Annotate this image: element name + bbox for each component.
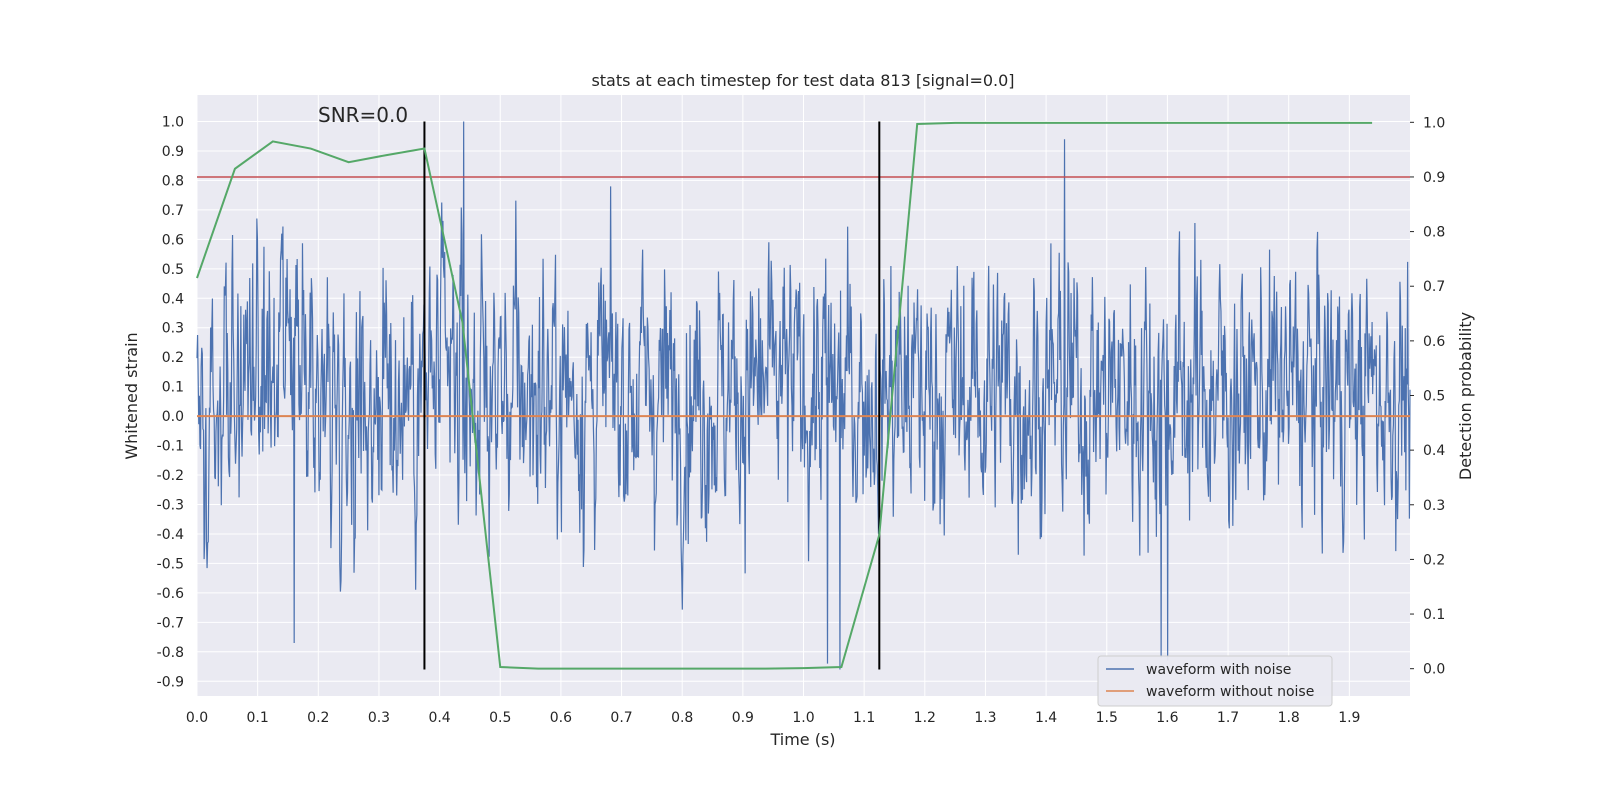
y-left-tick-label: -0.8 — [157, 645, 184, 661]
y-right-tick-label: 0.7 — [1423, 279, 1445, 295]
x-tick-label: 0.0 — [186, 710, 208, 726]
legend: waveform with noise waveform without noi… — [1097, 655, 1333, 707]
x-tick-label: 1.2 — [914, 710, 936, 726]
x-tick-label: 0.8 — [671, 710, 693, 726]
x-axis-label: Time (s) — [769, 730, 835, 749]
y-left-tick-label: -0.6 — [157, 586, 184, 602]
y-left-tick-label: -0.4 — [157, 527, 184, 543]
y-axis-left-label: Whitened strain — [122, 332, 141, 459]
y-left-tick-label: 0.6 — [162, 232, 184, 248]
y-left-tick-label: 0.9 — [162, 144, 184, 160]
y-left-tick-label: 0.1 — [162, 380, 184, 396]
y-left-tick-label: 0.7 — [162, 203, 184, 219]
y-left-tick-label: 1.0 — [162, 115, 184, 131]
x-tick-label: 0.7 — [610, 710, 632, 726]
x-axis-ticks: 0.0 0.1 0.2 0.3 0.4 0.5 0.6 0.7 0.8 0.9 1.0 1.1 1.2 1… — [186, 710, 1361, 726]
y-left-tick-label: -0.3 — [157, 498, 184, 514]
y-right-tick-label: 0.8 — [1423, 225, 1445, 241]
y-right-tick-label: 0.3 — [1423, 498, 1445, 514]
legend-label-noise: waveform with noise — [1146, 662, 1291, 678]
y-left-tick-label: 0.3 — [162, 321, 184, 337]
x-tick-label: 0.5 — [489, 710, 511, 726]
legend-label-clean: waveform without noise — [1146, 684, 1314, 700]
x-tick-label: 1.7 — [1217, 710, 1239, 726]
y-left-tick-label: -0.9 — [157, 674, 184, 690]
chart-title: stats at each timestep for test data 813… — [591, 71, 1014, 90]
series-waveform-with-noise — [196, 121, 1411, 670]
y-left-tick-label: -0.7 — [157, 615, 184, 631]
y-axis-left-ticks: 1.0 0.9 0.8 0.7 0.6 0.5 0.4 0.3 0.2 0.1 0.0 -0.1 -0.… — [157, 115, 184, 691]
x-tick-label: 0.9 — [732, 710, 754, 726]
y-right-tick-label: 0.4 — [1423, 443, 1445, 459]
y-left-tick-label: -0.2 — [157, 468, 184, 484]
y-axis-right-label: Detection probability — [1456, 312, 1475, 480]
y-right-tick-label: 1.0 — [1423, 115, 1445, 131]
y-right-tick-label: 0.2 — [1423, 552, 1445, 568]
x-tick-label: 0.1 — [247, 710, 269, 726]
x-tick-label: 0.3 — [368, 710, 390, 726]
x-tick-label: 1.8 — [1278, 710, 1300, 726]
grid — [196, 95, 1410, 696]
x-tick-label: 1.9 — [1338, 710, 1360, 726]
x-tick-label: 1.0 — [792, 710, 814, 726]
x-tick-label: 1.6 — [1156, 710, 1178, 726]
snr-annotation: SNR=0.0 — [318, 103, 408, 127]
x-tick-label: 1.1 — [853, 710, 875, 726]
y-right-tick-label: 0.6 — [1423, 334, 1445, 350]
legend-box — [1097, 655, 1333, 707]
y-right-tick-label: 0.1 — [1423, 607, 1445, 623]
x-tick-label: 0.6 — [550, 710, 572, 726]
y-right-tick-label: 0.5 — [1423, 389, 1445, 405]
y-right-tick-label: 0.0 — [1423, 662, 1445, 678]
x-tick-label: 0.2 — [307, 710, 329, 726]
y-left-tick-label: 0.5 — [162, 262, 184, 278]
y-left-tick-label: 0.4 — [162, 291, 184, 307]
probability-line — [196, 121, 1373, 670]
x-tick-label: 1.3 — [974, 710, 996, 726]
y-left-tick-label: -0.5 — [157, 556, 184, 572]
y-right-tick-label: 0.9 — [1423, 170, 1445, 186]
y-left-tick-label: 0.2 — [162, 350, 184, 366]
y-left-tick-label: 0.0 — [162, 409, 184, 425]
x-tick-label: 1.5 — [1096, 710, 1118, 726]
x-tick-label: 1.4 — [1035, 710, 1057, 726]
y-axis-right-ticks: 1.0 0.9 0.8 0.7 0.6 0.5 0.4 0.3 0.2 0.1 0.0 — [1410, 115, 1445, 678]
noise-line — [196, 121, 1411, 670]
series-detection-probability — [196, 121, 1373, 670]
x-tick-label: 0.4 — [428, 710, 450, 726]
vertical-markers — [423, 121, 881, 670]
y-left-tick-label: 0.8 — [162, 173, 184, 189]
y-left-tick-label: -0.1 — [157, 439, 184, 455]
